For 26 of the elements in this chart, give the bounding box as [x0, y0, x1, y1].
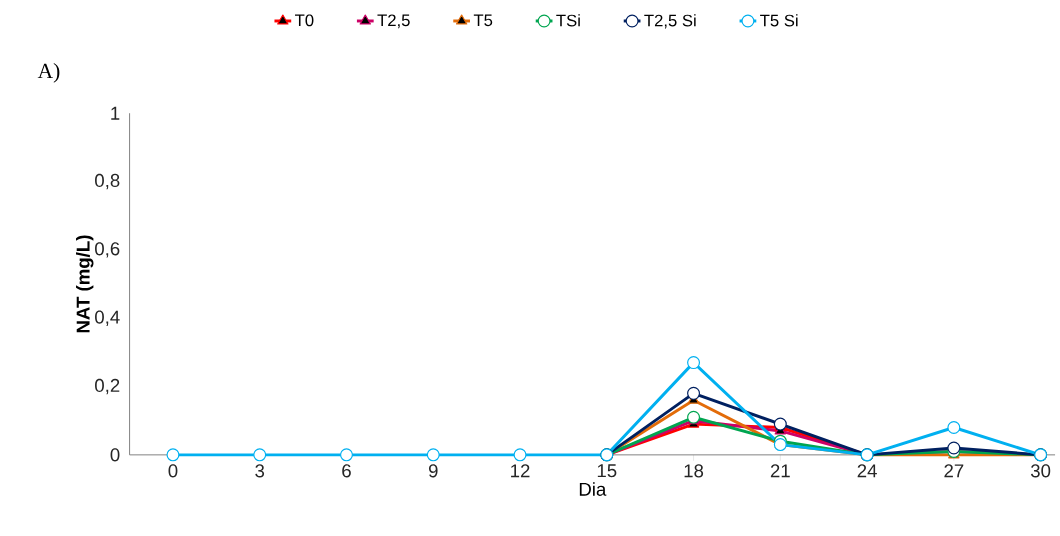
legend-label: T0 [295, 14, 314, 27]
x-tick-label: 30 [1030, 464, 1051, 478]
y-tick-label: 0,6 [95, 242, 120, 258]
legend-label: T2,5 [377, 14, 410, 29]
legend-label: TSi [556, 14, 580, 27]
y-tick-label: 0,2 [95, 379, 120, 395]
y-tick-label: 0,4 [95, 310, 120, 327]
x-tick-label: 15 [597, 464, 617, 478]
legend-label: T2,5 Si [644, 14, 696, 29]
x-tick-label: 12 [511, 464, 530, 478]
y-tick-label: 0 [110, 448, 120, 462]
x-tick-label: 24 [857, 464, 877, 478]
x-tick-label: 9 [428, 464, 438, 478]
legend-label: T5 Si [760, 14, 798, 27]
y-axis-title: NAT (mg/L) [76, 235, 94, 333]
x-tick-label: 3 [255, 464, 265, 478]
y-tick-label: 1 [111, 107, 120, 120]
x-tick-label: 6 [342, 464, 351, 478]
x-tick-label: 27 [944, 464, 964, 478]
legend-label: T5 [473, 14, 493, 27]
chart-title: A) [37, 63, 60, 83]
x-axis-title: Dia [579, 482, 607, 497]
x-tick-label: 0 [168, 464, 178, 478]
x-tick-label: 18 [684, 464, 704, 478]
x-tick-label: 21 [770, 464, 790, 478]
y-tick-label: 0,8 [95, 174, 120, 190]
